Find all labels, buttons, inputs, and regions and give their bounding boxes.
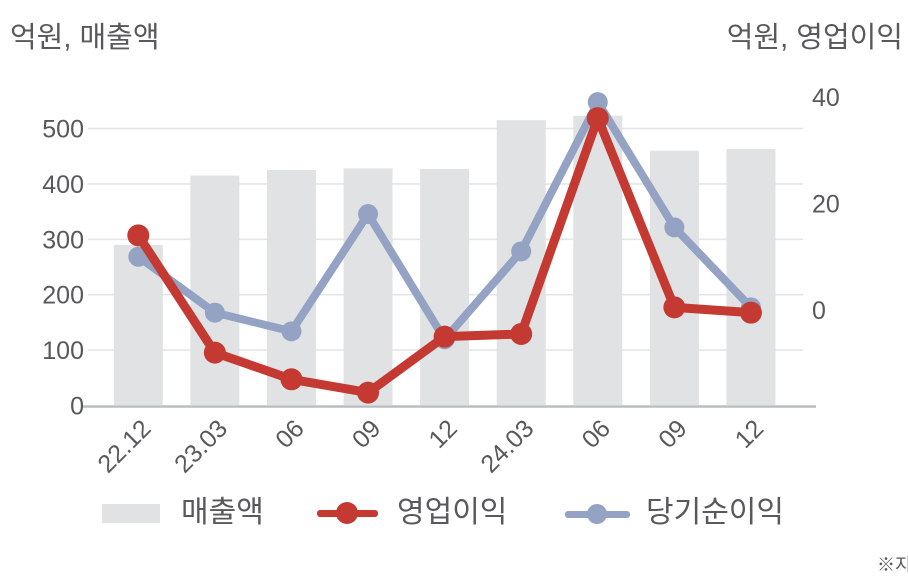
combo-chart-plot: 0 100 200 300 400 500 0 20 40 22.12 23.03 06 09 12 24.…	[42, 84, 840, 479]
revenue-bar	[726, 148, 776, 406]
left-axis-tick-label: 0	[70, 393, 84, 421]
right-axis-tick-label: 20	[812, 190, 840, 218]
legend-label-operating: 영업이익	[397, 496, 508, 529]
revenue-bar	[266, 170, 316, 406]
operating-point	[586, 107, 609, 130]
operating-dot-icon	[336, 502, 358, 524]
net-point	[358, 204, 379, 225]
x-axis-tick-label: 22.12	[93, 414, 157, 478]
operating-point	[357, 381, 380, 404]
x-axis-tick-label: 06	[270, 414, 309, 453]
x-axis-tick-label: 23.03	[169, 414, 233, 478]
x-axis-tick-label: 09	[653, 414, 692, 453]
left-axis-title: 억원, 매출액	[10, 22, 160, 54]
revenue-bar	[343, 168, 393, 406]
net-dot-icon	[587, 504, 607, 524]
net-point	[587, 92, 608, 113]
right-axis-tick-label: 40	[812, 84, 840, 112]
operating-point	[663, 296, 686, 319]
x-axis-tick-label: 12	[730, 414, 769, 453]
operating-point	[739, 301, 762, 324]
operating-point	[510, 322, 533, 345]
left-axis-tick-label: 100	[42, 337, 84, 365]
net-point	[511, 241, 532, 262]
revenue-bar-swatch-icon	[102, 504, 160, 523]
revenue-bar	[420, 168, 470, 406]
operating-line-swatch-icon	[317, 510, 378, 517]
net-point	[664, 217, 685, 238]
footnote-text: ※지	[877, 555, 908, 575]
net-point	[281, 321, 302, 342]
legend-label-net: 당기순이익	[646, 496, 784, 529]
left-axis-tick-label: 300	[42, 226, 84, 254]
right-axis-tick-label: 0	[812, 297, 826, 325]
revenue-bar	[190, 175, 240, 406]
legend-label-revenue: 매출액	[181, 496, 264, 529]
net-point	[128, 246, 149, 267]
revenue-bar	[649, 150, 699, 406]
net-line-swatch-icon	[565, 511, 630, 518]
revenue-bar	[496, 120, 546, 406]
x-axis-tick-label: 12	[423, 414, 462, 453]
operating-point	[203, 341, 226, 364]
left-axis-tick-label: 400	[42, 171, 84, 199]
right-axis-title: 억원, 영업이익	[726, 22, 903, 54]
left-axis-tick-label: 200	[42, 282, 84, 310]
x-axis-tick-label: 09	[347, 414, 386, 453]
net-point	[204, 302, 225, 323]
operating-point	[280, 368, 303, 391]
left-axis-tick-label: 500	[42, 116, 84, 144]
operating-point	[127, 224, 150, 247]
x-axis-tick-label: 24.03	[475, 414, 539, 478]
x-axis-tick-label: 06	[577, 414, 616, 453]
operating-point	[433, 325, 456, 348]
